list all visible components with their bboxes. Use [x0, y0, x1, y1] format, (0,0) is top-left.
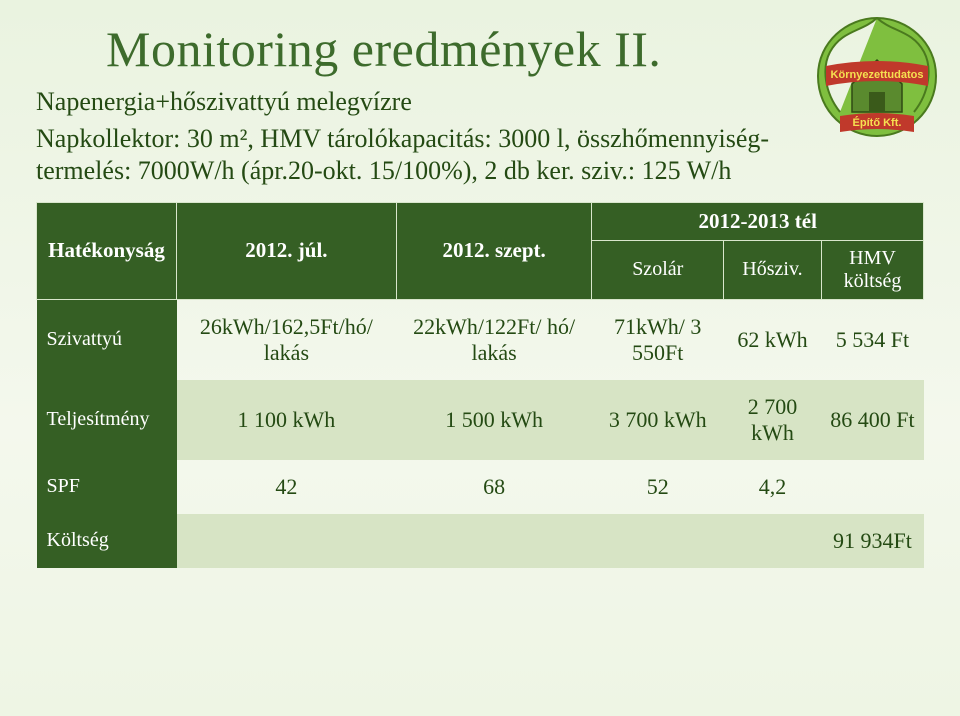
cell: 2 700 kWh: [724, 380, 822, 460]
th-col2: 2012. szept.: [396, 202, 592, 299]
cell: 62 kWh: [724, 299, 822, 380]
th-rowlabel: Hatékonyság: [37, 202, 177, 299]
description-block: Napenergia+hőszivattyú melegvízre Napkol…: [36, 86, 796, 188]
subtitle: Napenergia+hőszivattyú melegvízre: [36, 86, 796, 119]
cell: 91 934Ft: [821, 514, 923, 568]
table-row: SPF4268524,2: [37, 460, 924, 514]
company-logo: Környezettudatos Építő Kft.: [812, 12, 942, 142]
cell: 4,2: [724, 460, 822, 514]
description-line: Napkollektor: 30 m², HMV tárolókapacitás…: [36, 123, 796, 188]
cell: 1 500 kWh: [396, 380, 592, 460]
cell: 26kWh/162,5Ft/hó/ lakás: [177, 299, 397, 380]
th-col1: 2012. júl.: [177, 202, 397, 299]
cell: 1 100 kWh: [177, 380, 397, 460]
results-table: Hatékonyság 2012. júl. 2012. szept. 2012…: [36, 202, 924, 568]
cell: 68: [396, 460, 592, 514]
cell: [592, 514, 724, 568]
cell: 71kWh/ 3 550Ft: [592, 299, 724, 380]
row-label: Szivattyú: [37, 299, 177, 380]
slide-title: Monitoring eredmények II.: [106, 20, 924, 78]
th-sub-b: Hősziv.: [724, 240, 822, 299]
logo-text-bottom: Építő Kft.: [853, 116, 902, 129]
cell: 5 534 Ft: [821, 299, 923, 380]
slide: Monitoring eredmények II. Környezettudat…: [0, 0, 960, 716]
th-sub-a: Szolár: [592, 240, 724, 299]
row-label: Költség: [37, 514, 177, 568]
cell: 3 700 kWh: [592, 380, 724, 460]
cell: [724, 514, 822, 568]
th-sub-c: HMV költség: [821, 240, 923, 299]
cell: [177, 514, 397, 568]
logo-text-top: Környezettudatos: [831, 69, 924, 81]
table-row: Teljesítmény1 100 kWh1 500 kWh3 700 kWh2…: [37, 380, 924, 460]
cell: 52: [592, 460, 724, 514]
cell: 86 400 Ft: [821, 380, 923, 460]
table-row: Szivattyú26kWh/162,5Ft/hó/ lakás22kWh/12…: [37, 299, 924, 380]
th-col3span: 2012-2013 tél: [592, 202, 924, 240]
cell: [396, 514, 592, 568]
cell: 42: [177, 460, 397, 514]
row-label: SPF: [37, 460, 177, 514]
table-row: Költség 91 934Ft: [37, 514, 924, 568]
row-label: Teljesítmény: [37, 380, 177, 460]
cell: [821, 460, 923, 514]
cell: 22kWh/122Ft/ hó/ lakás: [396, 299, 592, 380]
